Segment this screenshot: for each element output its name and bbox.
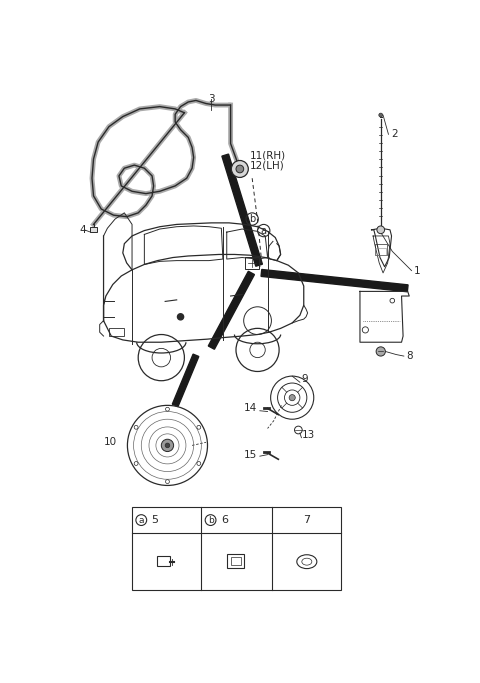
Bar [245,257,259,269]
Circle shape [178,313,184,320]
Text: 9: 9 [301,374,308,384]
Text: 13: 13 [301,430,315,440]
Bar [375,247,386,255]
Circle shape [236,165,244,173]
Bar [374,244,387,255]
Text: 1: 1 [414,266,420,276]
Polygon shape [261,270,408,292]
Circle shape [134,426,138,429]
Circle shape [197,462,201,465]
Text: 14: 14 [244,404,258,413]
Circle shape [166,479,169,484]
Circle shape [161,439,174,451]
Bar [109,329,124,336]
Text: 3: 3 [208,94,215,104]
Polygon shape [172,354,199,406]
Bar [230,557,240,565]
Polygon shape [208,271,254,349]
Text: 5: 5 [152,515,158,525]
Text: a: a [261,225,267,236]
Bar [132,507,341,590]
Circle shape [377,226,384,234]
Text: 6: 6 [221,515,228,525]
Circle shape [165,443,170,448]
Text: 11(RH): 11(RH) [250,151,286,161]
Text: 2: 2 [391,129,397,139]
Text: b: b [208,516,214,525]
Circle shape [231,161,248,178]
Text: a: a [139,516,144,525]
Bar [227,554,244,568]
Text: 7: 7 [303,515,311,525]
Bar [157,556,170,566]
Text: 4: 4 [80,225,86,235]
Bar [90,227,97,232]
Circle shape [197,426,201,429]
Text: 12(LH): 12(LH) [250,160,285,170]
Circle shape [379,113,383,117]
Circle shape [134,462,138,465]
Text: 8: 8 [406,351,413,361]
Polygon shape [222,154,263,266]
Circle shape [289,395,295,401]
Text: 10: 10 [104,437,117,447]
Text: b: b [249,214,255,224]
Text: 15: 15 [244,450,258,460]
Circle shape [376,347,385,356]
Circle shape [166,407,169,411]
